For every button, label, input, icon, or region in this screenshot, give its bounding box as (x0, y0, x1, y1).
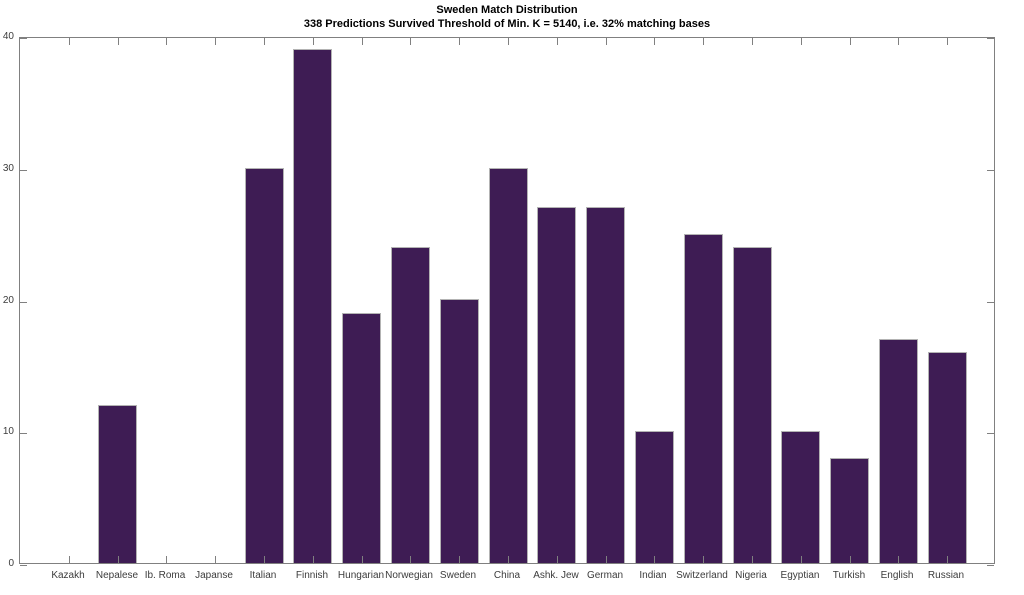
x-tick-label-norwegian: Norwegian (385, 570, 433, 581)
bar-nigeria (733, 247, 772, 563)
x-tick-bottom (313, 556, 314, 563)
bar-china (489, 168, 528, 563)
bar-german (586, 207, 625, 563)
x-tick-label-russian: Russian (927, 570, 965, 581)
x-tick-label-switzerland: Switzerland (676, 570, 728, 581)
y-tick-left (20, 170, 27, 171)
x-tick-label-hungarian: Hungarian (337, 570, 385, 581)
x-tick-bottom (703, 556, 704, 563)
x-tick-top (508, 38, 509, 45)
x-tick-top (606, 38, 607, 45)
x-tick-label-italian: Italian (249, 570, 277, 581)
y-tick-label-40: 40 (2, 31, 14, 42)
x-tick-top (215, 38, 216, 45)
x-tick-bottom (850, 556, 851, 563)
x-tick-label-nepalese: Nepalese (95, 570, 139, 581)
bar-ashk-jew (537, 207, 576, 563)
plot-area (19, 37, 995, 566)
chart-title: Sweden Match Distribution (436, 4, 578, 16)
x-tick-label-japanse: Japanse (195, 570, 233, 581)
bar-norwegian (391, 247, 430, 563)
x-tick-label-turkish: Turkish (832, 570, 866, 581)
bar-russian (928, 352, 967, 563)
x-tick-bottom (606, 556, 607, 563)
x-tick-label-english: English (880, 570, 914, 581)
x-tick-bottom (801, 556, 802, 563)
y-tick-left (20, 565, 27, 566)
x-tick-top (313, 38, 314, 45)
x-tick-top (801, 38, 802, 45)
x-tick-bottom (166, 556, 167, 563)
x-tick-top (362, 38, 363, 45)
y-tick-right (987, 170, 994, 171)
x-tick-top (459, 38, 460, 45)
x-tick-bottom (215, 556, 216, 563)
bar-turkish (830, 458, 869, 563)
x-tick-top (118, 38, 119, 45)
x-tick-bottom (410, 556, 411, 563)
y-tick-label-20: 20 (2, 295, 14, 306)
x-tick-bottom (459, 556, 460, 563)
x-tick-bottom (898, 556, 899, 563)
x-tick-top (166, 38, 167, 45)
y-tick-left (20, 302, 27, 303)
x-tick-label-indian: Indian (639, 570, 667, 581)
x-tick-top (264, 38, 265, 45)
x-tick-label-ib-roma: Ib. Roma (144, 570, 186, 581)
x-tick-bottom (947, 556, 948, 563)
x-tick-bottom (118, 556, 119, 563)
bar-sweden (440, 299, 479, 563)
x-tick-label-german: German (586, 570, 624, 581)
bar-nepalese (98, 405, 137, 563)
y-tick-right (987, 38, 994, 39)
y-tick-label-30: 30 (2, 163, 14, 174)
bar-english (879, 339, 918, 563)
y-tick-left (20, 433, 27, 434)
bar-egyptian (781, 431, 820, 563)
x-tick-bottom (508, 556, 509, 563)
x-tick-top (898, 38, 899, 45)
x-tick-bottom (264, 556, 265, 563)
x-tick-top (410, 38, 411, 45)
y-tick-right (987, 565, 994, 566)
x-tick-label-ashk-jew: Ashk. Jew (533, 570, 579, 581)
x-tick-label-finnish: Finnish (295, 570, 329, 581)
chart-header: Sweden Match Distribution 338 Prediction… (19, 3, 995, 31)
y-tick-label-10: 10 (2, 426, 14, 437)
bar-italian (245, 168, 284, 563)
y-tick-right (987, 433, 994, 434)
x-tick-bottom (362, 556, 363, 563)
bar-switzerland (684, 234, 723, 563)
x-tick-bottom (654, 556, 655, 563)
bar-hungarian (342, 313, 381, 563)
x-tick-top (752, 38, 753, 45)
y-tick-left (20, 38, 27, 39)
x-tick-top (557, 38, 558, 45)
x-tick-label-egyptian: Egyptian (780, 570, 820, 581)
x-tick-label-sweden: Sweden (439, 570, 477, 581)
x-tick-top (703, 38, 704, 45)
x-tick-top (69, 38, 70, 45)
x-tick-bottom (752, 556, 753, 563)
x-tick-bottom (69, 556, 70, 563)
bar-indian (635, 431, 674, 563)
chart-subtitle: 338 Predictions Survived Threshold of Mi… (303, 18, 711, 30)
bar-finnish (293, 49, 332, 563)
x-tick-bottom (557, 556, 558, 563)
x-tick-label-kazakh: Kazakh (51, 570, 85, 581)
x-tick-top (947, 38, 948, 45)
y-tick-right (987, 302, 994, 303)
x-tick-label-nigeria: Nigeria (735, 570, 767, 581)
x-tick-top (654, 38, 655, 45)
y-tick-label-0: 0 (8, 558, 14, 569)
x-tick-top (850, 38, 851, 45)
x-tick-label-china: China (493, 570, 521, 581)
